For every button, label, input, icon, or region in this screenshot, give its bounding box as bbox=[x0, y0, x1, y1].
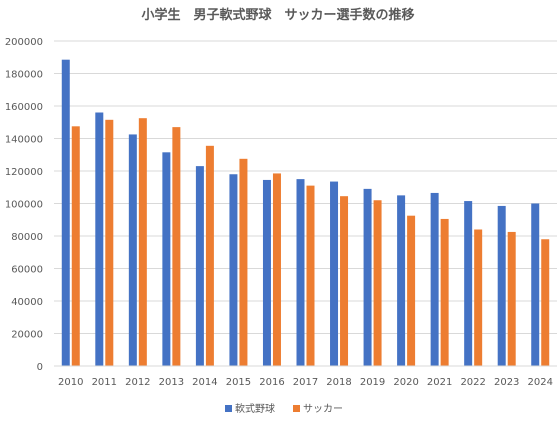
bar-soccer-2021 bbox=[440, 218, 449, 366]
y-tick-label: 40000 bbox=[11, 297, 43, 308]
x-tick-label: 2015 bbox=[226, 377, 251, 388]
bar-soccer-2015 bbox=[239, 158, 248, 366]
y-tick-label: 0 bbox=[37, 362, 43, 373]
y-tick-label: 60000 bbox=[11, 265, 43, 276]
x-tick-label: 2010 bbox=[58, 377, 83, 388]
y-tick-label: 20000 bbox=[11, 330, 43, 341]
bar-baseball-2013 bbox=[162, 152, 171, 366]
bar-baseball-2010 bbox=[61, 59, 70, 366]
bar-soccer-2013 bbox=[172, 127, 181, 366]
bar-soccer-2022 bbox=[474, 229, 483, 366]
y-tick-label: 140000 bbox=[5, 135, 43, 146]
x-tick-label: 2024 bbox=[528, 377, 553, 388]
x-tick-label: 2023 bbox=[494, 377, 519, 388]
bar-baseball-2023 bbox=[497, 205, 506, 366]
bar-baseball-2014 bbox=[195, 166, 204, 366]
y-tick-label: 100000 bbox=[5, 200, 43, 211]
y-tick-label: 200000 bbox=[5, 37, 43, 48]
bars bbox=[61, 59, 550, 366]
bar-soccer-2012 bbox=[138, 118, 147, 366]
y-tick-label: 80000 bbox=[11, 232, 43, 243]
bar-baseball-2024 bbox=[531, 203, 540, 366]
y-axis-ticks: 0 20000 40000 60000 80000 100000 120000 140000 1… bbox=[5, 37, 43, 373]
x-tick-label: 2014 bbox=[192, 377, 217, 388]
x-tick-label: 2019 bbox=[360, 377, 385, 388]
bar-soccer-2020 bbox=[407, 215, 416, 366]
y-tick-label: 180000 bbox=[5, 70, 43, 81]
x-tick-label: 2013 bbox=[159, 377, 184, 388]
bar-soccer-2011 bbox=[105, 119, 114, 366]
y-tick-label: 120000 bbox=[5, 167, 43, 178]
chart-title: 小学生 男子軟式野球 サッカー選手数の推移 bbox=[141, 7, 414, 23]
legend-label-baseball: 軟式野球 bbox=[235, 402, 275, 415]
bar-baseball-2011 bbox=[95, 112, 104, 366]
bar-baseball-2021 bbox=[430, 192, 439, 366]
bar-baseball-2022 bbox=[464, 201, 473, 366]
bar-soccer-2018 bbox=[340, 196, 349, 366]
y-tick-label: 160000 bbox=[5, 102, 43, 113]
bar-soccer-2014 bbox=[205, 145, 214, 366]
x-tick-label: 2020 bbox=[393, 377, 418, 388]
x-tick-label: 2021 bbox=[427, 377, 452, 388]
bar-baseball-2015 bbox=[229, 174, 238, 366]
bar-baseball-2017 bbox=[296, 179, 305, 366]
bar-soccer-2024 bbox=[541, 239, 550, 366]
legend-label-soccer: サッカー bbox=[303, 403, 343, 415]
bar-baseball-2020 bbox=[397, 195, 406, 366]
x-tick-label: 2022 bbox=[460, 377, 485, 388]
x-tick-label: 2011 bbox=[92, 377, 117, 388]
bar-soccer-2023 bbox=[507, 231, 516, 366]
bar-baseball-2018 bbox=[330, 181, 339, 366]
bar-soccer-2017 bbox=[306, 185, 315, 366]
gridlines bbox=[54, 40, 557, 334]
bar-baseball-2019 bbox=[363, 188, 372, 366]
x-axis-ticks: 2010 2011 2012 2013 2014 2015 2016 2017 2018 2019… bbox=[58, 377, 553, 388]
x-tick-label: 2018 bbox=[326, 377, 351, 388]
x-tick-label: 2017 bbox=[293, 377, 318, 388]
x-tick-label: 2012 bbox=[125, 377, 150, 388]
bar-soccer-2010 bbox=[71, 126, 80, 366]
bar-baseball-2012 bbox=[128, 134, 137, 366]
bar-baseball-2016 bbox=[262, 179, 271, 366]
bar-soccer-2016 bbox=[272, 173, 281, 366]
legend-swatch-baseball bbox=[225, 405, 232, 412]
x-tick-label: 2016 bbox=[259, 377, 284, 388]
bar-soccer-2019 bbox=[373, 200, 382, 366]
legend-swatch-soccer bbox=[293, 405, 300, 412]
legend: 軟式野球 サッカー bbox=[225, 402, 343, 415]
